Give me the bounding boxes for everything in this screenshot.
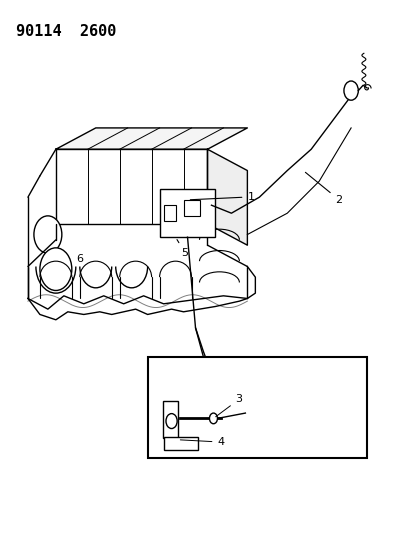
Circle shape [34, 216, 62, 253]
FancyBboxPatch shape [164, 437, 198, 450]
Text: 3: 3 [216, 394, 243, 417]
Bar [148, 357, 367, 458]
Circle shape [209, 413, 217, 424]
Polygon shape [207, 149, 247, 245]
Bar [164, 205, 176, 221]
Text: 5: 5 [177, 239, 189, 258]
Bar [160, 189, 215, 237]
Circle shape [166, 414, 177, 429]
Bar [184, 200, 200, 216]
Text: 1: 1 [190, 192, 255, 202]
FancyBboxPatch shape [56, 149, 207, 224]
Circle shape [40, 248, 72, 290]
FancyBboxPatch shape [163, 401, 178, 438]
Polygon shape [56, 128, 247, 149]
Text: 6: 6 [76, 254, 83, 263]
Circle shape [344, 81, 358, 100]
Text: 2: 2 [305, 172, 342, 205]
Text: 90114  2600: 90114 2600 [16, 24, 117, 39]
Text: 4: 4 [180, 437, 225, 447]
